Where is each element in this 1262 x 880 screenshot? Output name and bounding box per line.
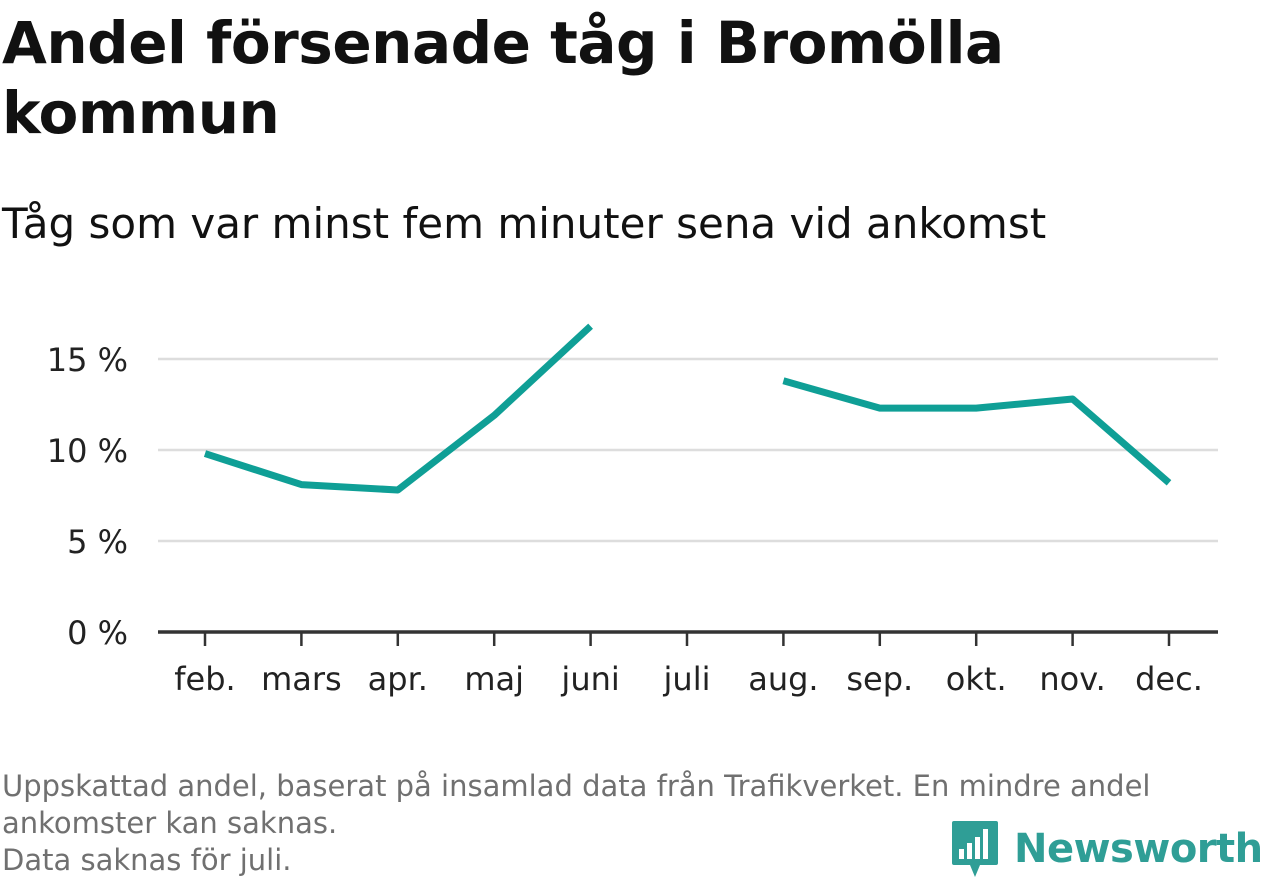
x-tick-label: dec. — [1135, 660, 1203, 698]
y-tick-label: 15 % — [47, 341, 128, 379]
x-tick-label: apr. — [368, 660, 428, 698]
x-tick-label: nov. — [1039, 660, 1105, 698]
x-tick-label: juli — [663, 660, 711, 698]
footnote: Uppskattad andel, baserat på insamlad da… — [2, 768, 1252, 879]
brand-name: Newsworthy — [1014, 826, 1262, 872]
series-lines — [203, 323, 1172, 494]
brand-logo: Newsworthy — [950, 818, 1262, 880]
x-axis-tick-labels: feb. mars apr. maj juni juli aug. sep. okt. nov. d… — [174, 660, 1203, 698]
y-tick-label: 10 % — [47, 432, 128, 470]
x-axis — [158, 630, 1218, 646]
x-tick-label: okt. — [946, 660, 1007, 698]
x-tick-label: feb. — [174, 660, 235, 698]
series-line — [782, 377, 1172, 486]
x-tick-label: aug. — [748, 660, 818, 698]
y-tick-label: 5 % — [67, 523, 128, 561]
series-line — [203, 323, 593, 494]
chart-subtitle: Tåg som var minst fem minuter sena vid a… — [2, 199, 1047, 248]
chart-title: Andel försenade tåg i Bromölla kommun — [2, 9, 1004, 147]
x-tick-label: mars — [261, 660, 342, 698]
x-tick-label: maj — [464, 660, 524, 698]
x-tick-label: sep. — [846, 660, 913, 698]
footnote-line-2: Data saknas för juli. — [2, 843, 292, 877]
gridlines — [158, 357, 1218, 543]
y-axis-tick-labels: 0 % 5 % 10 % 15 % — [47, 341, 128, 652]
x-tick-label: juni — [560, 660, 619, 698]
y-tick-label: 0 % — [67, 614, 128, 652]
footnote-line-1: Uppskattad andel, baserat på insamlad da… — [2, 769, 1151, 840]
bar-chart-speech-bubble-icon — [952, 821, 998, 877]
